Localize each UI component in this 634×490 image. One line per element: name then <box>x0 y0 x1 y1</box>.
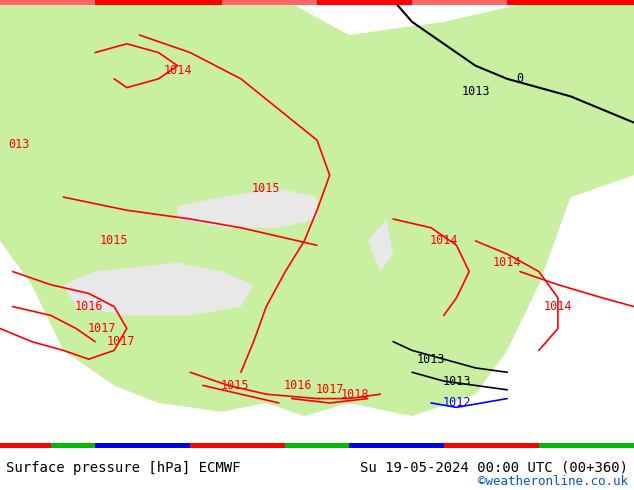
Text: ©weatheronline.co.uk: ©weatheronline.co.uk <box>477 475 628 488</box>
Bar <box>51 443 95 448</box>
Bar <box>412 0 507 5</box>
Text: 1014: 1014 <box>164 64 191 76</box>
Text: 1013: 1013 <box>462 85 489 98</box>
Text: 1012: 1012 <box>443 396 470 410</box>
Bar <box>539 443 634 448</box>
Bar <box>349 443 444 448</box>
Text: 1015: 1015 <box>100 234 128 247</box>
Bar <box>0 0 95 5</box>
Polygon shape <box>63 263 254 316</box>
Text: 1016: 1016 <box>75 300 103 313</box>
Bar <box>95 443 190 448</box>
Text: 1013: 1013 <box>417 353 445 366</box>
Bar <box>444 443 539 448</box>
Text: Su 19-05-2024 00:00 UTC (00+360): Su 19-05-2024 00:00 UTC (00+360) <box>359 461 628 475</box>
Text: 1015: 1015 <box>252 182 280 195</box>
Text: 1016: 1016 <box>284 379 312 392</box>
Text: 1013: 1013 <box>443 374 470 388</box>
Bar <box>0 443 51 448</box>
Bar <box>222 0 317 5</box>
Text: 1017: 1017 <box>87 322 115 335</box>
Text: 1018: 1018 <box>341 388 369 401</box>
Text: 1014: 1014 <box>493 256 521 270</box>
Text: 1015: 1015 <box>221 379 249 392</box>
Bar <box>190 443 285 448</box>
Bar <box>95 0 222 5</box>
Text: 1017: 1017 <box>316 383 344 396</box>
Text: Surface pressure [hPa] ECMWF: Surface pressure [hPa] ECMWF <box>6 461 241 475</box>
Bar <box>317 0 412 5</box>
Polygon shape <box>368 219 393 271</box>
Bar <box>507 0 634 5</box>
Text: 013: 013 <box>8 138 30 151</box>
Bar <box>285 443 349 448</box>
Polygon shape <box>0 0 634 416</box>
Polygon shape <box>178 188 317 228</box>
Text: 1014: 1014 <box>544 300 572 313</box>
Text: 1014: 1014 <box>430 234 458 247</box>
Text: 0: 0 <box>516 73 524 85</box>
Text: 1017: 1017 <box>107 335 134 348</box>
